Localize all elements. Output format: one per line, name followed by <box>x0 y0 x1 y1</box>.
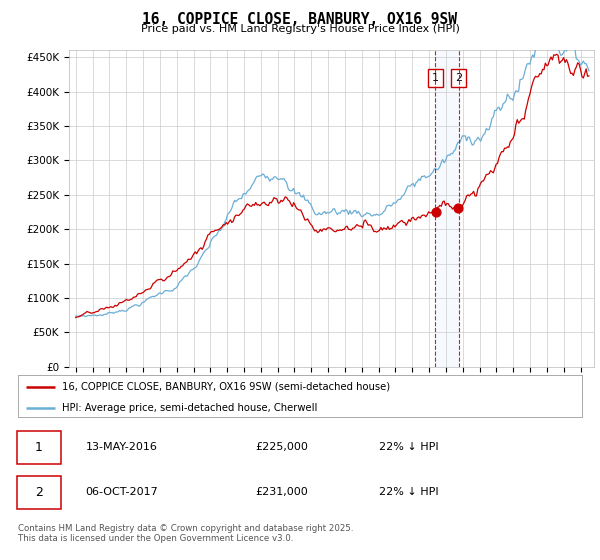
Text: 13-MAY-2016: 13-MAY-2016 <box>86 442 158 452</box>
Text: HPI: Average price, semi-detached house, Cherwell: HPI: Average price, semi-detached house,… <box>62 403 317 413</box>
FancyBboxPatch shape <box>17 431 61 464</box>
Text: 22% ↓ HPI: 22% ↓ HPI <box>379 442 439 452</box>
Text: 22% ↓ HPI: 22% ↓ HPI <box>379 487 439 497</box>
Text: 16, COPPICE CLOSE, BANBURY, OX16 9SW (semi-detached house): 16, COPPICE CLOSE, BANBURY, OX16 9SW (se… <box>62 381 390 391</box>
Point <box>454 203 463 212</box>
Text: 2: 2 <box>35 486 43 499</box>
Text: £225,000: £225,000 <box>255 442 308 452</box>
Bar <box>436 50 459 367</box>
Point <box>431 208 440 217</box>
Text: 1: 1 <box>35 441 43 454</box>
Text: 2: 2 <box>455 73 462 83</box>
Text: 06-OCT-2017: 06-OCT-2017 <box>86 487 158 497</box>
Text: Contains HM Land Registry data © Crown copyright and database right 2025.
This d: Contains HM Land Registry data © Crown c… <box>18 524 353 543</box>
Text: 16, COPPICE CLOSE, BANBURY, OX16 9SW: 16, COPPICE CLOSE, BANBURY, OX16 9SW <box>143 12 458 27</box>
FancyBboxPatch shape <box>17 476 61 508</box>
Text: £231,000: £231,000 <box>255 487 308 497</box>
Text: Price paid vs. HM Land Registry's House Price Index (HPI): Price paid vs. HM Land Registry's House … <box>140 24 460 34</box>
Text: 1: 1 <box>432 73 439 83</box>
